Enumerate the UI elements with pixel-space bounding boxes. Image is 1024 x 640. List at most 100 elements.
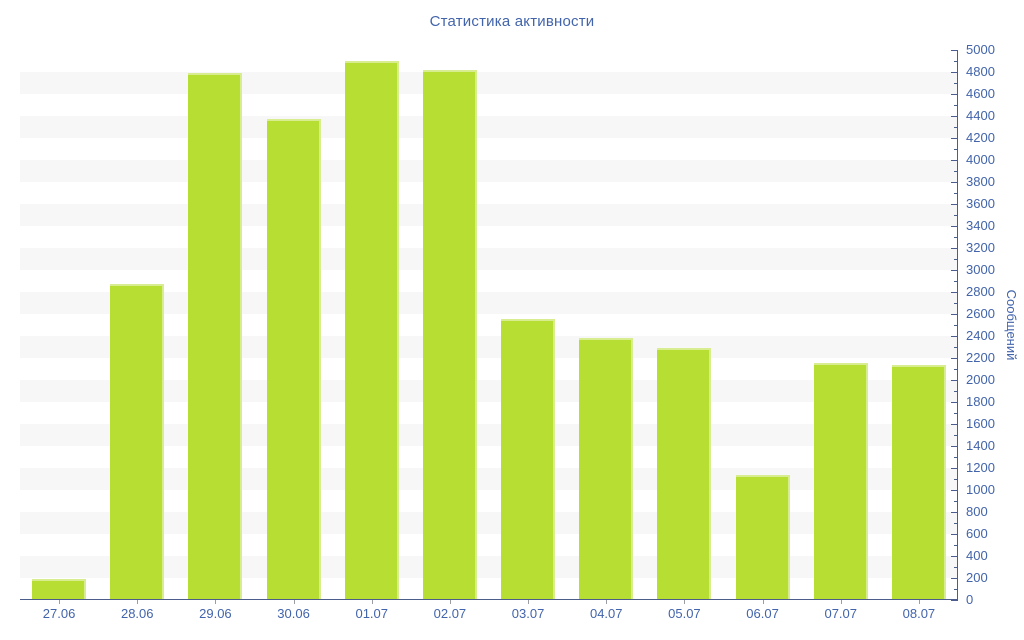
bar-04.07[interactable] [579,338,634,599]
y-tick-mark [951,402,958,403]
x-axis-line [20,599,958,600]
y-tick-mark [951,94,958,95]
y-tick-mark [951,380,958,381]
y-tick-label: 3800 [966,174,995,189]
y-minor-tick-mark [954,325,958,326]
bar-06.07[interactable] [735,474,790,599]
bar-30.06[interactable] [266,119,321,599]
y-tick-label: 2000 [966,372,995,387]
x-tick-label: 05.07 [668,606,701,621]
x-tick-label: 06.07 [746,606,779,621]
y-tick-mark [951,204,958,205]
bar-27.06[interactable] [32,579,87,599]
x-tick-label: 03.07 [511,606,545,621]
x-tick-mark [918,600,920,604]
y-minor-tick-mark [954,83,958,84]
grid-stripe [20,204,958,226]
x-tick-label: 08.07 [902,606,936,621]
y-tick-label: 2600 [966,306,995,321]
y-minor-tick-mark [954,61,958,62]
y-minor-tick-mark [954,281,958,282]
x-tick-mark [840,600,842,604]
y-minor-tick-mark [954,237,958,238]
bar-01.07[interactable] [344,61,399,599]
y-tick-mark [951,226,958,227]
y-tick-mark [951,358,958,359]
y-minor-tick-mark [954,479,958,480]
x-tick-mark [293,600,295,604]
y-tick-label: 3200 [966,240,995,255]
y-minor-tick-mark [954,259,958,260]
x-tick-mark [606,600,608,604]
y-tick-label: 1800 [966,394,995,409]
x-tick-mark [528,600,530,604]
x-tick-label: 29.06 [199,606,232,621]
x-tick-label: 27.06 [42,606,76,621]
y-minor-tick-mark [954,501,958,502]
grid-stripe [20,424,958,446]
y-tick-mark [951,490,958,491]
y-minor-tick-mark [954,567,958,568]
y-tick-label: 3400 [966,218,995,233]
y-tick-label: 800 [966,504,988,519]
bar-02.07[interactable] [422,69,477,599]
x-tick-mark [59,600,61,604]
bar-28.06[interactable] [110,284,165,599]
y-tick-mark [951,50,958,51]
y-minor-tick-mark [954,303,958,304]
y-tick-label: 4800 [966,64,995,79]
y-tick-mark [951,556,958,557]
bar-05.07[interactable] [657,348,712,599]
y-tick-mark [951,578,958,579]
y-tick-label: 3000 [966,262,995,277]
y-minor-tick-mark [954,523,958,524]
y-minor-tick-mark [954,413,958,414]
y-minor-tick-mark [954,105,958,106]
bar-29.06[interactable] [188,73,243,599]
grid-stripe [20,556,958,578]
grid-stripe [20,160,958,182]
y-tick-label: 0 [966,592,974,607]
y-tick-mark [951,336,958,337]
grid-stripe [20,116,958,138]
y-minor-tick-mark [954,369,958,370]
y-tick-label: 5000 [966,42,995,57]
bar-07.07[interactable] [813,362,868,599]
y-tick-mark [951,468,958,469]
x-tick-label: 28.06 [120,606,154,621]
y-tick-label: 4200 [966,130,995,145]
y-tick-mark [951,600,958,601]
y-minor-tick-mark [954,171,958,172]
y-minor-tick-mark [954,215,958,216]
y-tick-mark [951,446,958,447]
y-tick-label: 600 [966,526,988,541]
grid-stripe [20,380,958,402]
x-tick-mark [137,600,139,604]
bar-03.07[interactable] [501,318,556,599]
y-minor-tick-mark [954,589,958,590]
x-tick-mark [684,600,686,604]
x-tick-label: 02.07 [433,606,467,621]
y-minor-tick-mark [954,391,958,392]
y-tick-mark [951,248,958,249]
x-tick-mark [762,600,764,604]
bar-08.07[interactable] [891,364,946,599]
grid-stripe [20,292,958,314]
y-minor-tick-mark [954,347,958,348]
y-tick-label: 400 [966,548,988,563]
y-minor-tick-mark [954,457,958,458]
chart-title: Статистика активности [429,13,595,30]
y-tick-mark [951,116,958,117]
grid-stripe [20,468,958,490]
y-tick-mark [951,424,958,425]
y-tick-mark [951,138,958,139]
y-tick-mark [951,534,958,535]
x-tick-mark [449,600,451,604]
y-minor-tick-mark [954,193,958,194]
y-minor-tick-mark [954,545,958,546]
y-axis-title: Сообщений [1004,289,1019,361]
y-minor-tick-mark [954,149,958,150]
y-tick-mark [951,182,958,183]
y-tick-label: 4000 [966,152,995,167]
